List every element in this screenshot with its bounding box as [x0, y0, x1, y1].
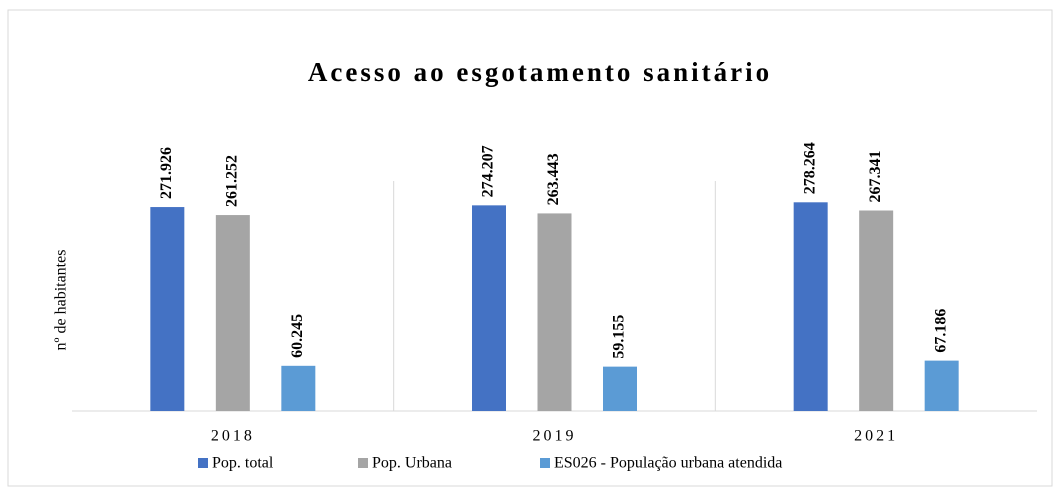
bar — [603, 366, 637, 411]
legend-swatch — [198, 458, 208, 468]
x-tick-label: 2018 — [211, 428, 255, 445]
bar — [859, 210, 894, 411]
value-label: 263.443 — [545, 153, 562, 205]
bar — [537, 213, 572, 411]
value-label: 59.155 — [611, 315, 628, 359]
bar — [150, 207, 185, 411]
value-label: 267.341 — [867, 150, 884, 202]
value-label: 278.264 — [801, 142, 818, 194]
legend-label: Pop. Urbana — [372, 455, 452, 472]
chart-title: Acesso ao esgotamento sanitário — [308, 57, 772, 87]
x-tick-label: 2019 — [533, 428, 577, 445]
bar — [924, 360, 959, 411]
legend-swatch — [358, 458, 368, 468]
x-tick-label: 2021 — [854, 428, 898, 445]
value-label: 271.926 — [158, 147, 175, 199]
legend-label: ES026 - População urbana atendida — [554, 455, 782, 472]
value-label: 261.252 — [224, 155, 241, 207]
value-label: 274.207 — [480, 145, 497, 197]
legend-label: Pop. total — [212, 455, 274, 472]
bar — [472, 205, 506, 411]
value-label: 60.245 — [289, 314, 306, 358]
y-axis-label: nº de habitantes — [53, 250, 70, 351]
value-label: 67.186 — [932, 309, 949, 353]
bar — [215, 215, 250, 411]
bar — [793, 202, 828, 411]
bar — [281, 365, 316, 411]
legend-swatch — [540, 458, 550, 468]
